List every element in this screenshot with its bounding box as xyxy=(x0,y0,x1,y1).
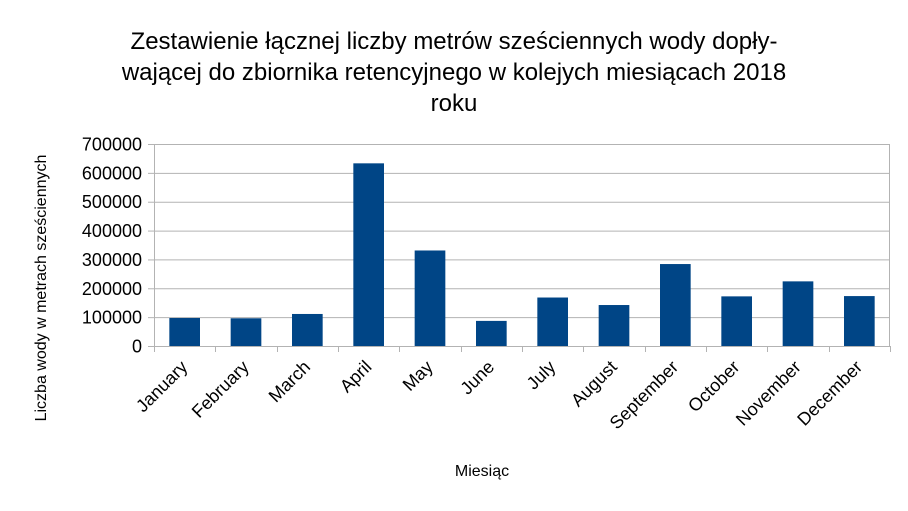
x-tick-label: March xyxy=(265,357,315,407)
chart-title-line: wającej do zbiornika retencyjnego w kole… xyxy=(121,59,787,86)
axes xyxy=(154,144,891,352)
y-tick-label: 0 xyxy=(132,337,142,357)
y-tick-label: 300000 xyxy=(82,250,142,270)
bar xyxy=(169,318,200,346)
y-tick-label: 200000 xyxy=(82,279,142,299)
y-tick-label: 700000 xyxy=(82,135,142,155)
y-tick-label: 600000 xyxy=(82,163,142,183)
chart-title-line: roku xyxy=(430,90,478,117)
bar xyxy=(660,264,691,346)
bars xyxy=(169,163,875,346)
bar xyxy=(414,250,446,346)
x-tick-label: January xyxy=(132,357,191,416)
x-tick-label: November xyxy=(732,357,805,430)
x-tick-label: May xyxy=(399,357,437,395)
bar xyxy=(476,320,507,346)
x-tick-label: April xyxy=(336,357,376,397)
x-tick-label: June xyxy=(456,357,498,399)
bar xyxy=(230,318,262,346)
bar xyxy=(598,305,630,346)
bar xyxy=(537,297,568,346)
bar xyxy=(782,281,814,346)
gridlines xyxy=(148,144,890,347)
y-tick-label: 100000 xyxy=(82,308,142,328)
x-tick-label: August xyxy=(567,357,621,411)
chart-title: Zestawienie łącznej liczby metrów sześci… xyxy=(0,26,908,119)
x-tick-label: July xyxy=(523,357,560,394)
x-tick-label: October xyxy=(684,357,743,416)
bar xyxy=(292,313,323,346)
y-tick-label: 500000 xyxy=(82,192,142,212)
x-tick-label: December xyxy=(793,357,866,430)
bar xyxy=(353,163,384,346)
y-tick-label: 400000 xyxy=(82,221,142,241)
chart-title-line: Zestawienie łącznej liczby metrów sześci… xyxy=(130,28,778,55)
y-axis-title: Liczba wody w metrach sześciennych xyxy=(33,155,50,422)
bar xyxy=(844,296,875,346)
x-tick-label: February xyxy=(188,357,253,422)
x-axis-title: Miesiąc xyxy=(455,463,509,480)
bar xyxy=(721,296,752,346)
y-tick-labels: 0 100000 200000 300000 400000 500000 600000 700… xyxy=(82,135,142,357)
